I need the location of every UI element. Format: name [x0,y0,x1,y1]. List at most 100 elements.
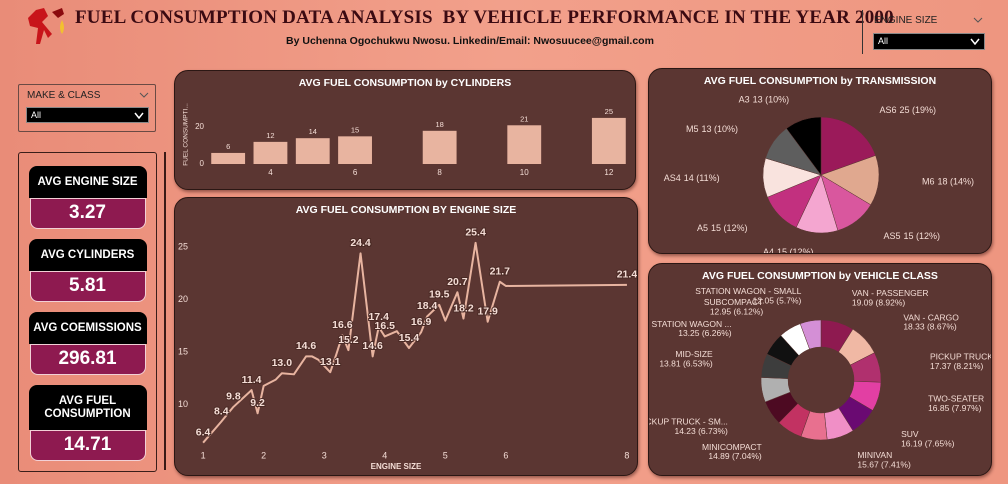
category-label: MINIVAN [857,450,892,460]
value-label: 13 (10%) [701,124,738,134]
slicer-value: All [31,110,42,120]
kpi-value: 3.27 [29,198,146,229]
cylinders-panel: AVG FUEL CONSUMPTION by CYLINDERS FUEL C… [174,70,636,190]
x-tick-label: 8 [437,168,442,177]
slice-label: SUBCOMPACT 12.95 (6.12%) [704,297,764,316]
donut-chart: VAN - PASSENGER 19.09 (8.92%)VAN - CARGO 1… [649,288,991,470]
slicer-label: MAKE & CLASS [27,90,101,101]
x-tick-label: 3 [322,450,327,460]
chevron [139,92,149,98]
category-label: TWO-SEATER [928,394,984,404]
x-tick-label: 6 [353,168,358,177]
y-tick-label: 15 [178,347,188,357]
engine-size-slicer[interactable]: ENGINE SIZE All [862,10,987,54]
category-label: MID-SIZE [675,349,713,359]
kpi-label: AVG ENGINE SIZE [28,166,147,198]
value-label: 11.4 [242,374,262,386]
transmission-panel: AVG FUEL CONSUMPTION by TRANSMISSION AS6… [648,68,992,254]
value-label: 18.2 [453,302,474,314]
category-label: PICKUP TRUCK - SM... [649,417,728,427]
value-label: 17.37 (8.21%) [930,361,984,371]
x-tick-label: 1 [201,450,206,460]
pie-chart: AS6 25 (19%)M6 18 (14%)AS5 15 (12%)A4 15 (12… [664,95,975,253]
slice [786,116,822,176]
x-tick-label: 4 [382,450,387,460]
value-label: 12 [266,131,274,140]
category-label: VAN - PASSENGER [852,288,929,298]
slice-label: A5 15 (12%) [697,223,748,233]
category-label: A3 [739,95,750,105]
bar [507,125,542,164]
line [202,241,627,444]
value-label: 15 (12%) [903,231,940,241]
value-label: 15 (12%) [711,223,748,233]
x-tick-label: 8 [624,450,629,460]
x-tick-label: 6 [503,450,508,460]
make-class-slicer[interactable]: MAKE & CLASS All [18,84,156,132]
value-label: 8.4 [214,405,229,417]
value-label: 19.09 (8.92%) [852,298,906,308]
value-label: 18.33 (8.67%) [903,322,957,332]
kpi-card: AVG ENGINE SIZE 3.27 [28,166,147,229]
slicer-dropdown[interactable]: All [26,107,149,123]
y-tick-label: 25 [178,241,188,251]
category-label: MINICOMPACT [702,442,762,452]
kpi-label: AVG CYLINDERS [28,239,147,271]
value-label: 14.6 [362,340,383,352]
value-label: 18 [435,120,443,129]
value-label: 21 [520,114,528,123]
value-label: 18.4 [417,300,438,312]
value-label: 6.4 [196,426,211,438]
category-label: STATION WAGON - SMALL [695,288,801,296]
bar-chart: FUEL CONSUMPTI... 0 20 4 6 8 10 12 6 12 14 15 18 21 25 [183,103,626,177]
value-label: 9.2 [250,397,265,409]
category-label: AS5 [883,231,900,241]
value-label: 14.89 (7.04%) [708,451,762,461]
value-label: 24.4 [350,237,371,249]
value-label: 14 [309,127,317,136]
kpi-panel: AVG ENGINE SIZE 3.27 AVG CYLINDERS 5.81 AVG … [18,152,157,472]
line-chart: 10 15 20 25 1 2 3 4 5 6 8 ENGINE SIZE 6.48.4 9.811.4 9… [178,226,637,471]
value-label: 21.4 [617,269,637,281]
slice-label: MID-SIZE 13.81 (6.53%) [659,349,713,368]
slicer-dropdown[interactable]: All [873,33,985,50]
category-label: SUV [901,429,919,439]
value-label: 15 [351,125,359,134]
value-label: 14.6 [296,340,317,352]
slice [799,319,822,350]
value-label: 20.7 [447,276,468,288]
dropdown-arrow [134,112,144,119]
category-label: PICKUP TRUCK - ... [930,352,991,362]
dashboard-title: FUEL CONSUMPTION DATA ANALYSIS BY VEHICL… [75,7,894,28]
x-tick-label: 5 [443,450,448,460]
value-label: 12.05 (5.7%) [753,296,802,306]
bar [338,136,372,164]
value-label: 16.19 (7.65%) [901,439,955,449]
y-tick-label: 0 [200,159,205,168]
bar [211,152,246,164]
chevron [973,17,983,23]
engine-size-panel: AVG FUEL CONSUMPTION BY ENGINE SIZE 10 15… [174,197,638,476]
chart-title: AVG FUEL CONSUMPTION by TRANSMISSION [703,75,937,87]
y-tick-label: 20 [178,294,188,304]
slice-label: MINIVAN 15.67 (7.41%) [857,450,911,469]
value-label: 13 (10%) [753,95,790,105]
y-tick-label: 20 [195,122,204,131]
value-label: 18 (14%) [938,177,975,187]
logo [28,8,64,44]
kpi-label: AVG FUEL CONSUMPTION [28,385,147,430]
category-label: SUBCOMPACT [704,297,763,307]
value-label: 16.85 (7.97%) [928,403,982,413]
value-label: 15.2 [338,334,359,346]
kpi-value: 5.81 [29,271,146,302]
value-label: 14.23 (6.73%) [674,426,728,436]
category-label: AS4 [664,173,681,183]
dashboard-subtitle: By Uchenna Ogochukwu Nwosu. Linkedin/Ema… [286,35,654,47]
value-label: 25 [605,107,613,116]
slice-label: VAN - PASSENGER 19.09 (8.92%) [852,288,929,307]
x-tick-label: 2 [261,450,266,460]
value-label: 6 [226,142,230,151]
bar [422,130,457,164]
chart-title: AVG FUEL CONSUMPTION by VEHICLE CLASS [702,270,938,282]
